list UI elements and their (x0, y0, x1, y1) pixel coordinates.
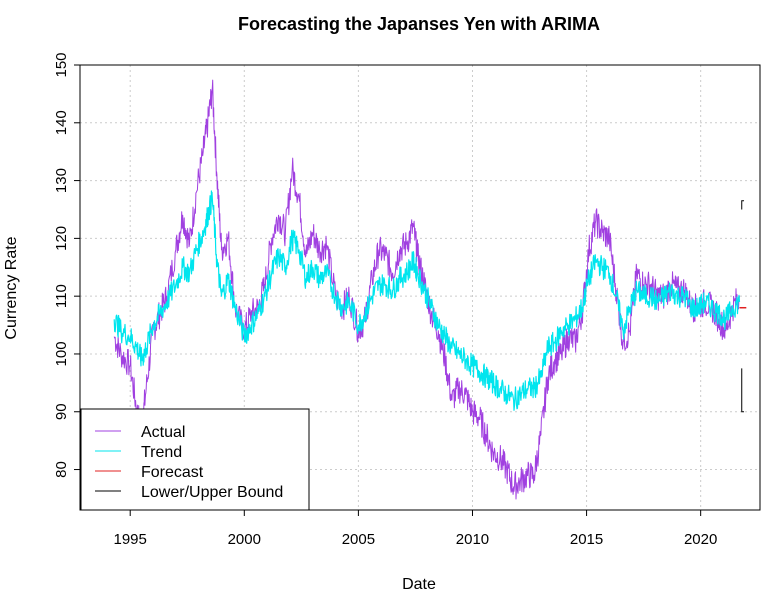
legend-label: Lower/Upper Bound (141, 484, 283, 501)
x-axis: 1995 2000 2005 2010 2015 2020 (114, 510, 717, 548)
legend-label: Actual (141, 424, 185, 441)
x-tick-label: 2020 (684, 531, 717, 548)
legend-label: Forecast (141, 464, 204, 481)
y-tick-label: 80 (53, 461, 70, 478)
series-lower-bound (741, 368, 745, 413)
x-tick-label: 2015 (570, 531, 603, 548)
x-tick-label: 1995 (114, 531, 147, 548)
x-tick-label: 2010 (456, 531, 489, 548)
series-trend-line (113, 190, 741, 411)
x-tick-label: 2000 (228, 531, 261, 548)
plot-frame (79, 64, 761, 511)
legend-box (80, 408, 310, 511)
y-tick-label: 100 (53, 341, 70, 366)
y-tick-label: 110 (53, 284, 70, 308)
series-layer (113, 79, 747, 500)
chart-title: Forecasting the Japanses Yen with ARIMA (238, 14, 600, 34)
y-tick-label: 150 (53, 52, 70, 77)
legend: Actual Trend Forecast Lower/Upper Bound (80, 408, 310, 511)
y-tick-label: 120 (53, 226, 70, 251)
x-tick-label: 2005 (342, 531, 375, 548)
legend-label: Trend (141, 444, 182, 461)
y-axis-label: Currency Rate (3, 236, 20, 339)
x-axis-label: Date (402, 576, 436, 593)
y-tick-label: 90 (53, 403, 70, 420)
y-tick-label: 130 (53, 168, 70, 193)
y-tick-label: 140 (53, 110, 70, 135)
y-axis: 80 90 100 110 120 130 140 150 (53, 52, 80, 478)
series-upper-bound (741, 200, 745, 210)
